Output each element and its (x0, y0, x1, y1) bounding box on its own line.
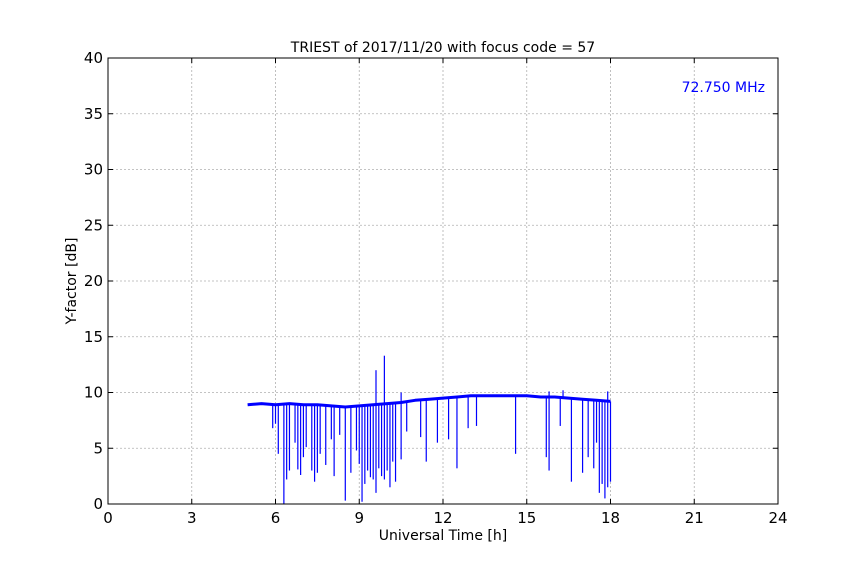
x-tick-label: 21 (685, 509, 704, 527)
y-tick-label: 25 (84, 216, 103, 234)
x-axis-label: Universal Time [h] (379, 528, 507, 544)
y-tick-label: 35 (84, 105, 103, 123)
y-tick-label: 10 (84, 384, 103, 402)
y-tick-label: 30 (84, 161, 103, 179)
tick-labels: 0 3 6 9 12 15 18 21 24 0 5 10 15 20 25 30 35 40 (84, 49, 788, 527)
x-tick-label: 18 (601, 509, 620, 527)
series-layer (247, 355, 612, 504)
x-tick-label: 3 (187, 509, 197, 527)
x-tick-label: 24 (768, 509, 787, 527)
x-tick-label: 15 (517, 509, 536, 527)
x-tick-label: 6 (271, 509, 281, 527)
ticks (107, 57, 779, 505)
y-tick-label: 15 (84, 328, 103, 346)
chart-title: TRIEST of 2017/11/20 with focus code = 5… (290, 40, 595, 56)
x-tick-label: 12 (433, 509, 452, 527)
y-tick-label: 40 (84, 49, 103, 67)
y-tick-label: 20 (84, 272, 103, 290)
frequency-annotation: 72.750 MHz (682, 80, 765, 96)
x-tick-label: 9 (354, 509, 364, 527)
y-tick-label: 5 (93, 439, 103, 457)
y-tick-label: 0 (93, 495, 103, 513)
y-axis-label: Y-factor [dB] (64, 238, 80, 326)
x-tick-label: 0 (103, 509, 113, 527)
series-line (247, 394, 611, 409)
